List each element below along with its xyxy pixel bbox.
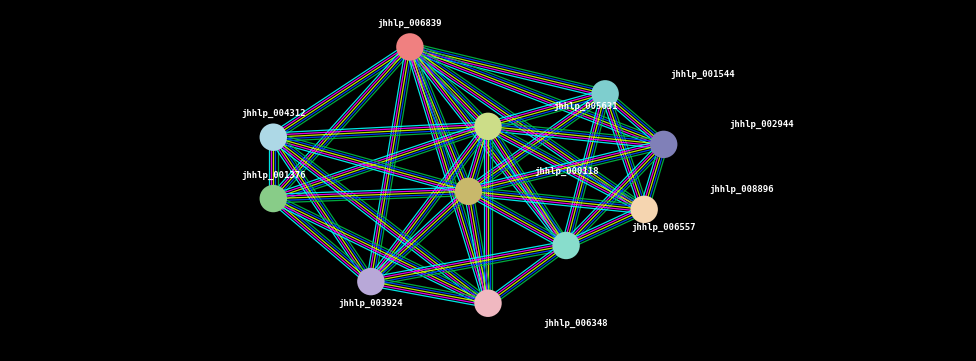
Text: jhhlp_006839: jhhlp_006839 xyxy=(378,19,442,28)
Circle shape xyxy=(455,178,482,205)
Circle shape xyxy=(474,113,502,140)
Circle shape xyxy=(591,80,619,108)
Text: jhhlp_001376: jhhlp_001376 xyxy=(241,170,305,180)
Circle shape xyxy=(260,123,287,151)
Text: jhhlp_005631: jhhlp_005631 xyxy=(553,102,618,111)
Text: jhhlp_000118: jhhlp_000118 xyxy=(534,167,598,176)
Text: jhhlp_003924: jhhlp_003924 xyxy=(339,299,403,308)
Text: jhhlp_001544: jhhlp_001544 xyxy=(671,69,735,79)
Text: jhhlp_006348: jhhlp_006348 xyxy=(544,318,608,328)
Text: jhhlp_006557: jhhlp_006557 xyxy=(631,223,696,232)
Text: jhhlp_002944: jhhlp_002944 xyxy=(729,120,793,129)
Circle shape xyxy=(260,185,287,212)
Circle shape xyxy=(396,33,424,61)
Text: jhhlp_004312: jhhlp_004312 xyxy=(241,109,305,118)
Circle shape xyxy=(630,196,658,223)
Circle shape xyxy=(474,290,502,317)
Text: jhhlp_008896: jhhlp_008896 xyxy=(710,185,774,194)
Circle shape xyxy=(650,131,677,158)
Circle shape xyxy=(552,232,580,259)
Circle shape xyxy=(357,268,385,295)
